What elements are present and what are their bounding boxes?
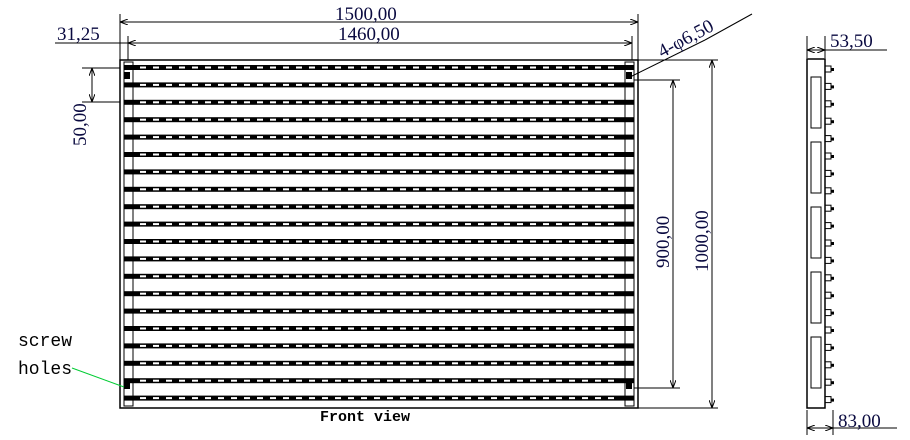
led-bar [124,395,634,401]
connector [824,152,834,160]
dim-side-depth-total: 83,00 [838,411,881,432]
connector [824,326,834,334]
connector [824,291,834,299]
screw-holes-leader [71,367,125,388]
led-bar [124,291,634,297]
led-bar [124,204,634,210]
module-slot [810,336,822,389]
module-slot [810,141,822,194]
dim-hole-spacing: 900,00 [653,216,674,268]
connector [824,343,834,351]
dimension-lines [55,13,897,435]
connector [824,204,834,212]
connector [824,239,834,247]
connector [824,100,834,108]
led-bar [124,273,634,279]
module-slot [810,206,822,259]
led-bar [124,343,634,349]
screw-holes-label-line1: screw [18,332,72,352]
connector [824,135,834,143]
front-view-caption: Front view [320,409,410,426]
led-bar [124,326,634,331]
right-post [624,61,635,407]
led-bar [124,221,634,227]
dim-holes: 4-φ6,50 [654,16,717,63]
screw-hole-bottom-left [124,382,130,389]
led-bar [124,239,634,244]
led-bar [124,117,634,123]
led-bar [124,256,634,262]
screw-hole-bottom-right [626,382,632,389]
connector [824,378,834,386]
screw-hole-top-right [626,72,632,79]
connector [824,222,834,230]
front-view [119,59,639,409]
connector [824,169,834,177]
led-bar [124,308,634,314]
led-bar [124,99,634,105]
connector [824,117,834,125]
frame-outline [119,59,639,409]
module-slot [810,76,822,129]
connector [824,65,834,73]
connector [824,396,834,404]
led-bar [124,378,634,384]
module-slot [810,271,822,324]
side-frame [806,58,826,409]
led-bar [124,82,634,88]
led-bar [124,360,634,366]
led-bar [124,169,634,175]
dim-bar-pitch: 50,00 [70,103,91,146]
connector [824,309,834,317]
side-view [806,58,834,409]
connector [824,256,834,264]
screw-holes-label-line2: holes [18,360,72,380]
dim-inner-width: 1460,00 [338,24,400,45]
led-bar [124,65,634,70]
dim-side-depth: 53,50 [830,31,873,52]
dim-overall-height: 1000,00 [692,210,713,272]
connector [824,82,834,90]
connector [824,361,834,369]
led-bar [124,134,634,140]
led-bar [124,186,634,192]
dim-overall-width: 1500,00 [335,4,397,25]
screw-hole-top-left [124,72,130,79]
left-post [123,61,134,407]
dim-edge-offset: 31,25 [57,24,100,45]
led-bar [124,152,634,157]
connector [824,274,834,282]
connector [824,187,834,195]
